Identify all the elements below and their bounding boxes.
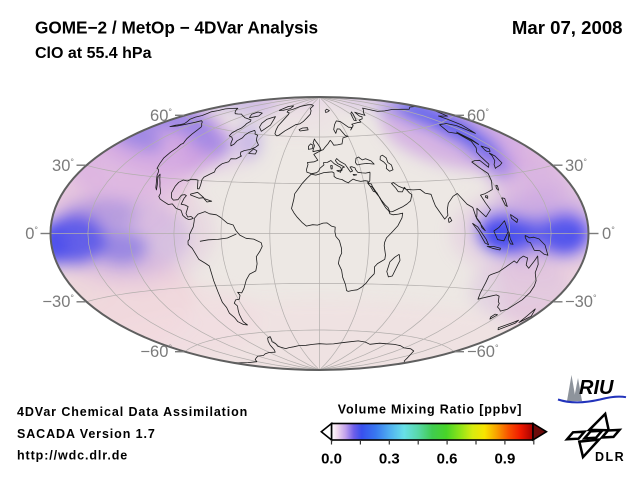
svg-text:−30°: −30° (565, 293, 597, 311)
svg-text:DLR: DLR (595, 450, 625, 464)
svg-text:Volume Mixing Ratio [ppbv]: Volume Mixing Ratio [ppbv] (338, 403, 522, 417)
svg-text:SACADA Version 1.7: SACADA Version 1.7 (17, 427, 156, 441)
svg-text:http://wdc.dlr.de: http://wdc.dlr.de (17, 449, 128, 463)
svg-text:0.6: 0.6 (437, 451, 458, 468)
svg-text:0.0: 0.0 (321, 451, 342, 468)
svg-text:−60°: −60° (467, 343, 499, 361)
svg-text:0.9: 0.9 (494, 451, 515, 468)
svg-text:−60°: −60° (140, 343, 172, 361)
svg-text:4DVar Chemical Data Assimilati: 4DVar Chemical Data Assimilation (17, 405, 248, 419)
svg-text:ClO at 55.4 hPa: ClO at 55.4 hPa (35, 45, 152, 62)
svg-text:Mar 07, 2008: Mar 07, 2008 (512, 17, 623, 38)
svg-text:GOME−2 / MetOp − 4DVar Analysi: GOME−2 / MetOp − 4DVar Analysis (35, 18, 318, 38)
svg-text:60°: 60° (150, 107, 172, 125)
svg-text:0.3: 0.3 (379, 451, 400, 468)
svg-text:30°: 30° (52, 157, 74, 175)
svg-text:30°: 30° (565, 157, 587, 175)
svg-text:60°: 60° (467, 107, 489, 125)
svg-text:−30°: −30° (42, 293, 74, 311)
svg-text:RIU: RIU (579, 377, 614, 399)
